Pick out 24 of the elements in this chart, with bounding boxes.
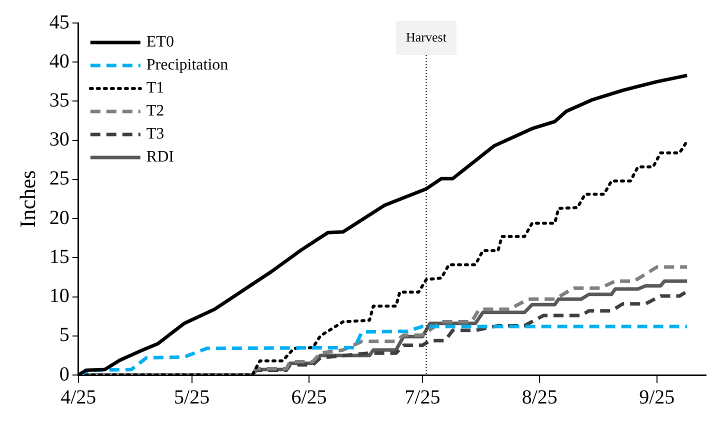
x-tick-label: 7/25 bbox=[404, 386, 440, 408]
x-tick-label: 9/25 bbox=[639, 386, 675, 408]
y-tick-label: 10 bbox=[49, 285, 70, 308]
x-tick-label: 6/25 bbox=[291, 386, 327, 408]
y-tick-label: 30 bbox=[49, 128, 70, 151]
x-tick-label: 5/25 bbox=[174, 386, 210, 408]
y-tick-label: 45 bbox=[49, 11, 70, 34]
ref-line-label: Harvest bbox=[406, 29, 447, 44]
y-tick-label: 35 bbox=[49, 89, 70, 112]
x-tick-label: 8/25 bbox=[522, 386, 558, 408]
y-tick-label: 20 bbox=[49, 206, 70, 229]
y-tick-label: 5 bbox=[59, 324, 70, 346]
y-tick-label: 15 bbox=[49, 246, 70, 268]
y-axis-title: Inches bbox=[14, 170, 40, 228]
x-tick-label: 4/25 bbox=[60, 386, 96, 408]
y-tick-label: 0 bbox=[59, 363, 70, 386]
legend-label: T3 bbox=[146, 126, 164, 143]
legend-label: ET0 bbox=[146, 34, 174, 51]
y-tick-label: 25 bbox=[49, 168, 70, 190]
legend-label: T2 bbox=[146, 102, 164, 120]
legend-label: T1 bbox=[146, 80, 164, 97]
legend-label: Precipitation bbox=[146, 56, 228, 74]
y-tick-label: 40 bbox=[49, 50, 70, 72]
legend-label: RDI bbox=[146, 148, 174, 166]
